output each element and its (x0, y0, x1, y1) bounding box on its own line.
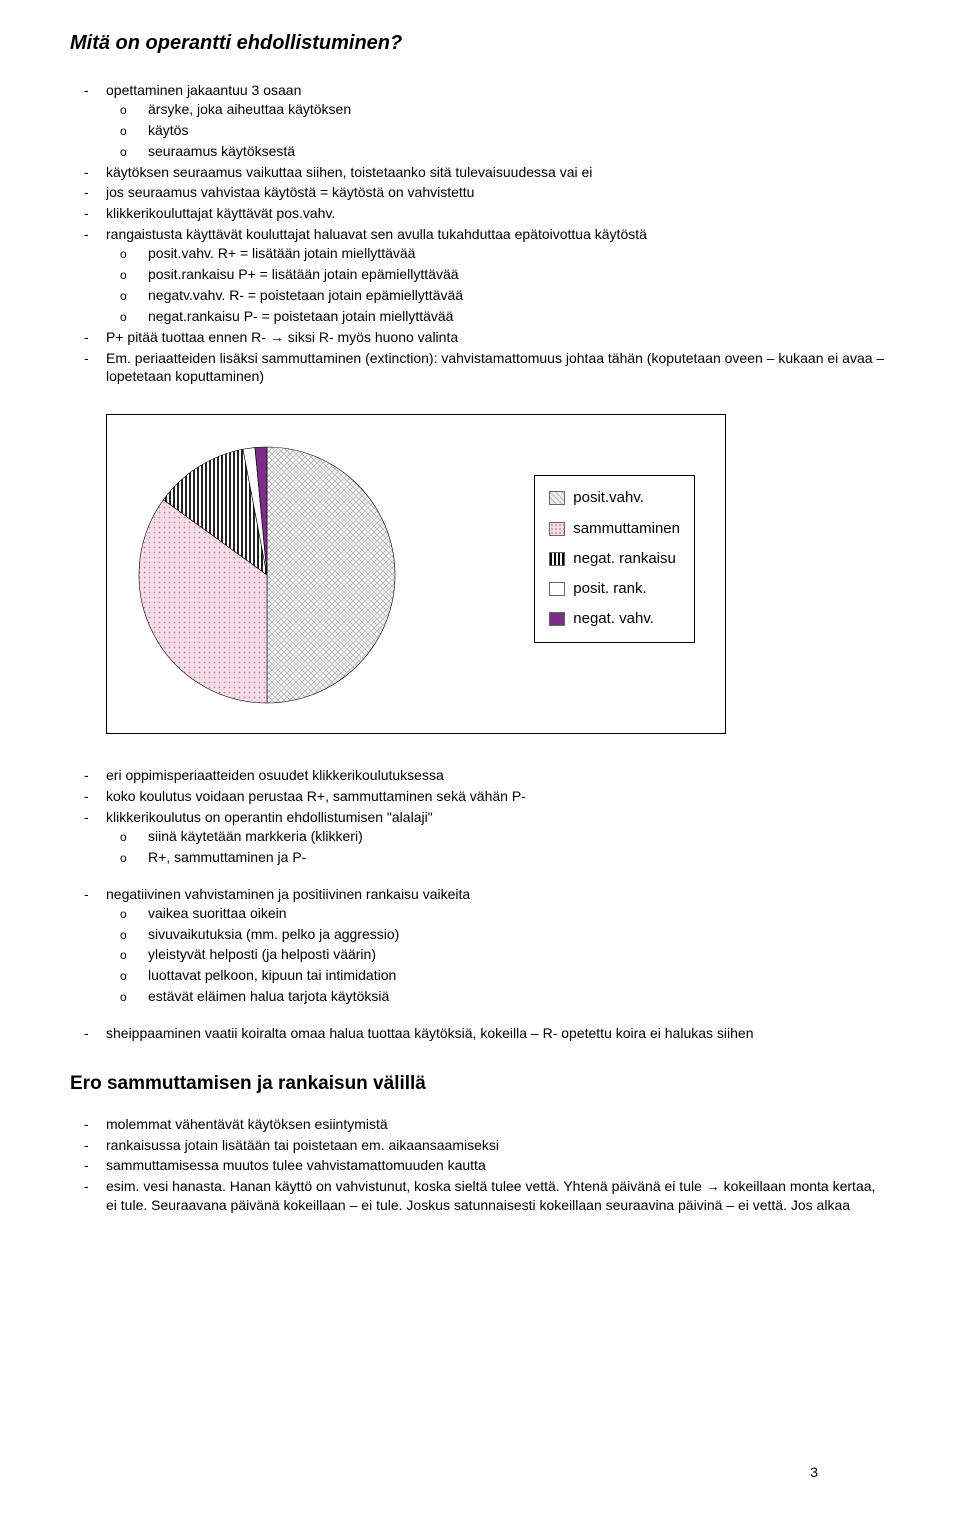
legend-row: posit. rank. (549, 579, 680, 599)
pie-slice (267, 447, 395, 703)
list-item: eri oppimisperiaatteiden osuudet klikker… (106, 766, 890, 785)
list-item-text: rangaistusta käyttävät kouluttajat halua… (106, 226, 647, 242)
legend-label: negat. vahv. (573, 609, 654, 629)
legend-swatch (549, 612, 565, 626)
list-item: klikkerikoulutus on operantin ehdollistu… (106, 808, 890, 867)
list-item: P+ pitää tuottaa ennen R- → siksi R- myö… (106, 328, 890, 347)
list-item-text: opettaminen jakaantuu 3 osaan (106, 82, 301, 98)
list-item: Em. periaatteiden lisäksi sammuttaminen … (106, 349, 890, 387)
list-main-2: eri oppimisperiaatteiden osuudet klikker… (70, 766, 890, 866)
list-item: käytöksen seuraamus vaikuttaa siihen, to… (106, 163, 890, 182)
legend-swatch (549, 552, 565, 566)
list-item: vaikea suorittaa oikein (148, 904, 890, 923)
page-title: Mitä on operantti ehdollistuminen? (70, 30, 890, 57)
list-item: posit.rankaisu P+ = lisätään jotain epäm… (148, 265, 890, 284)
legend-row: posit.vahv. (549, 488, 680, 508)
list-item: negat.rankaisu P- = poistetaan jotain mi… (148, 307, 890, 326)
list-item: ärsyke, joka aiheuttaa käytöksen (148, 100, 890, 119)
list-main-1: opettaminen jakaantuu 3 osaan ärsyke, jo… (70, 81, 890, 386)
list-item: opettaminen jakaantuu 3 osaan ärsyke, jo… (106, 81, 890, 161)
list-item: sivuvaikutuksia (mm. pelko ja aggressio) (148, 925, 890, 944)
list-item: yleistyvät helposti (ja helposti väärin) (148, 945, 890, 964)
pie-legend: posit.vahv. sammuttaminen negat. rankaisu p… (534, 475, 695, 642)
list-item: siinä käytetään markkeria (klikkeri) (148, 827, 890, 846)
list-item: negatv.vahv. R- = poistetaan jotain epäm… (148, 286, 890, 305)
legend-row: negat. rankaisu (549, 549, 680, 569)
list-item: esim. vesi hanasta. Hanan käyttö on vahv… (106, 1177, 890, 1215)
legend-row: negat. vahv. (549, 609, 680, 629)
list-item: rangaistusta käyttävät kouluttajat halua… (106, 225, 890, 325)
list-item: klikkerikouluttajat käyttävät pos.vahv. (106, 204, 890, 223)
page-number: 3 (810, 1463, 818, 1482)
list-main-5: molemmat vähentävät käytöksen esiintymis… (70, 1115, 890, 1215)
list-item: sheippaaminen vaatii koiralta omaa halua… (106, 1024, 890, 1043)
list-item: R+, sammuttaminen ja P- (148, 848, 890, 867)
list-item-text: klikkerikoulutus on operantin ehdollistu… (106, 809, 433, 825)
list-item: sammuttamisessa muutos tulee vahvistamat… (106, 1156, 890, 1175)
legend-row: sammuttaminen (549, 519, 680, 539)
list-item: käytös (148, 121, 890, 140)
legend-label: posit. rank. (573, 579, 646, 599)
list-item: luottavat pelkoon, kipuun tai intimidati… (148, 966, 890, 985)
legend-swatch (549, 522, 565, 536)
list-item-text: negatiivinen vahvistaminen ja positiivin… (106, 886, 470, 902)
list-item: estävät eläimen halua tarjota käytöksiä (148, 987, 890, 1006)
list-item: negatiivinen vahvistaminen ja positiivin… (106, 885, 890, 1006)
list-main-3: negatiivinen vahvistaminen ja positiivin… (70, 885, 890, 1006)
list-item: molemmat vähentävät käytöksen esiintymis… (106, 1115, 890, 1134)
pie-chart-container: posit.vahv. sammuttaminen negat. rankaisu p… (106, 414, 726, 734)
list-main-4: sheippaaminen vaatii koiralta omaa halua… (70, 1024, 890, 1043)
legend-label: negat. rankaisu (573, 549, 676, 569)
legend-swatch (549, 491, 565, 505)
legend-label: posit.vahv. (573, 488, 644, 508)
list-item: koko koulutus voidaan perustaa R+, sammu… (106, 787, 890, 806)
legend-label: sammuttaminen (573, 519, 680, 539)
list-item: rankaisussa jotain lisätään tai poisteta… (106, 1136, 890, 1155)
section-heading: Ero sammuttamisen ja rankaisun välillä (70, 1071, 890, 1097)
pie-chart (137, 445, 397, 705)
list-item: jos seuraamus vahvistaa käytöstä = käytö… (106, 183, 890, 202)
list-item: seuraamus käytöksestä (148, 142, 890, 161)
legend-swatch (549, 582, 565, 596)
list-item: posit.vahv. R+ = lisätään jotain miellyt… (148, 244, 890, 263)
